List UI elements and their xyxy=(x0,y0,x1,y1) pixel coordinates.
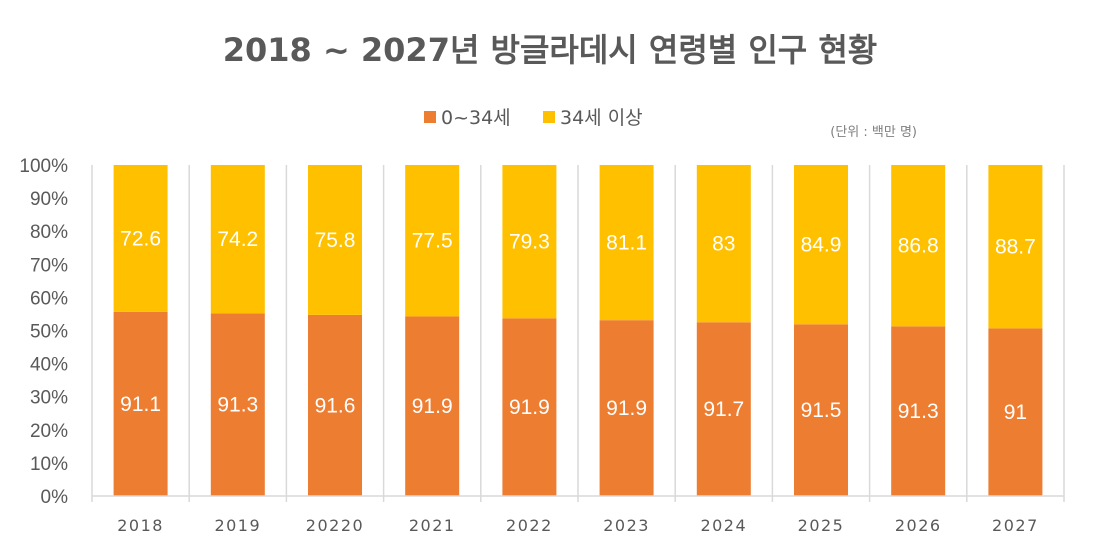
y-tick-label: 50% xyxy=(30,322,68,343)
data-label-0-34: 91.6 xyxy=(315,394,356,417)
bar-segment-0-34 xyxy=(113,311,168,496)
x-tick-label: 2027 xyxy=(992,516,1039,535)
bar-segment-34-plus xyxy=(794,165,848,325)
data-label-0-34: 91.1 xyxy=(120,393,161,416)
data-label-34-plus: 77.5 xyxy=(412,230,453,253)
bar-segment-34-plus xyxy=(210,165,265,314)
legend-label-0-34: 0~34세 xyxy=(441,107,511,129)
data-label-34-plus: 88.7 xyxy=(995,236,1036,259)
bar-segment-0-34 xyxy=(696,322,751,496)
y-tick-label: 20% xyxy=(30,421,68,442)
gridlines xyxy=(91,165,1065,502)
bar-segment-34-plus xyxy=(891,165,946,327)
data-label-34-plus: 79.3 xyxy=(509,231,550,254)
x-tick-label: 2023 xyxy=(603,516,650,535)
data-label-0-34: 91.9 xyxy=(412,395,453,418)
x-tick-label: 2022 xyxy=(506,516,553,535)
y-tick-label: 90% xyxy=(30,189,68,210)
y-tick-label: 10% xyxy=(30,454,68,475)
data-label-0-34: 91.3 xyxy=(898,400,939,423)
bar-segment-0-34 xyxy=(891,326,946,496)
x-tick-label: 2021 xyxy=(409,516,456,535)
x-tick-label: 20220 xyxy=(306,516,364,535)
unit-note: (단위 : 백만 명) xyxy=(830,125,917,140)
y-tick-label: 80% xyxy=(30,222,68,243)
y-tick-label: 40% xyxy=(30,355,68,376)
data-label-0-34: 91.5 xyxy=(801,399,842,422)
bar-segment-0-34 xyxy=(988,328,1043,496)
data-label-0-34: 91.7 xyxy=(703,398,744,421)
x-tick-label: 2024 xyxy=(700,516,747,535)
data-label-34-plus: 81.1 xyxy=(606,232,647,255)
data-label-34-plus: 75.8 xyxy=(315,229,356,252)
y-tick-label: 70% xyxy=(30,255,68,276)
bar-segment-34-plus xyxy=(308,165,362,315)
bar-segment-0-34 xyxy=(599,320,654,496)
y-tick-label: 0% xyxy=(41,487,69,508)
legend-label-34-plus: 34세 이상 xyxy=(560,107,643,129)
y-tick-label: 60% xyxy=(30,288,68,309)
bar-segment-34-plus xyxy=(696,165,751,323)
chart-title: 2018 ~ 2027년 방글라데시 연령별 인구 현황 xyxy=(223,31,878,69)
data-label-0-34: 91.9 xyxy=(509,396,550,419)
x-tick-label: 2025 xyxy=(798,516,845,535)
x-tick-label: 2018 xyxy=(117,516,164,535)
bar-segment-34-plus xyxy=(502,165,557,319)
bar-segment-34-plus xyxy=(405,165,460,317)
x-tick-label: 2019 xyxy=(214,516,261,535)
data-label-34-plus: 84.9 xyxy=(801,234,842,257)
data-label-0-34: 91.3 xyxy=(217,394,258,417)
x-axis: 2018 2019 20220 2021 2022 2023 2024 2025 2026 202… xyxy=(92,495,1064,535)
legend-swatch-34-plus xyxy=(543,111,555,123)
bars: 91.1 72.6 91.3 74.2 91.6 75.8 91.9 77.5 91.9 79.3… xyxy=(113,165,1043,496)
legend: 0~34세 34세 이상 xyxy=(424,107,643,129)
data-label-34-plus: 86.8 xyxy=(898,235,939,258)
bar-segment-0-34 xyxy=(210,313,265,496)
y-axis: 0% 10% 20% 30% 40% 50% 60% 70% 80% 90% 100% xyxy=(19,156,68,508)
bar-segment-34-plus xyxy=(988,165,1043,329)
bar-segment-0-34 xyxy=(502,318,557,496)
bar-segment-34-plus xyxy=(113,165,168,312)
y-tick-label: 100% xyxy=(19,156,68,177)
legend-swatch-0-34 xyxy=(424,111,436,123)
y-tick-label: 30% xyxy=(30,388,68,409)
bar-segment-0-34 xyxy=(794,324,848,496)
bar-segment-0-34 xyxy=(308,314,362,496)
data-label-34-plus: 72.6 xyxy=(120,227,161,250)
x-tick-label: 2026 xyxy=(895,516,942,535)
data-label-0-34: 91.9 xyxy=(606,397,647,420)
bar-segment-34-plus xyxy=(599,165,654,321)
data-label-34-plus: 83 xyxy=(712,233,735,256)
bar-segment-0-34 xyxy=(405,316,460,496)
data-label-34-plus: 74.2 xyxy=(217,228,258,251)
data-label-0-34: 91 xyxy=(1004,401,1027,424)
